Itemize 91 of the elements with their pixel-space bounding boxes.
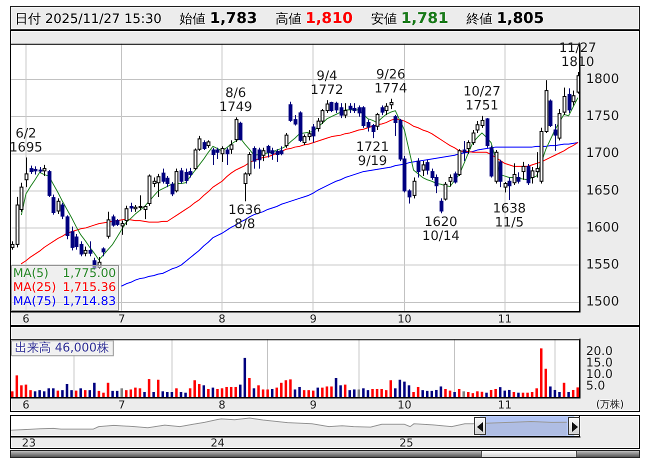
text: 始値 1,783	[180, 9, 258, 27]
bar	[16, 375, 18, 398]
x-tick-label: 9	[310, 312, 317, 326]
y-tick-label: 10.0	[586, 367, 613, 382]
bar	[398, 380, 402, 398]
annotation: 9/26 1774	[374, 68, 408, 97]
bar	[257, 385, 260, 398]
y-axis-title: (万株)	[596, 398, 624, 411]
annotation: 8/6 1749	[219, 86, 252, 116]
bar	[544, 368, 548, 398]
annotation: 1638 11/5	[492, 202, 526, 231]
bar	[498, 387, 502, 398]
annotation: 1636 8/8	[228, 203, 262, 232]
bar	[198, 384, 200, 398]
y-tick-label: 20.0	[586, 344, 613, 358]
bar	[562, 382, 566, 398]
bar	[294, 389, 296, 398]
x-tick-label: 6	[22, 398, 30, 412]
x-tick-label: 24	[210, 436, 225, 450]
bar	[93, 382, 96, 398]
bar	[234, 386, 237, 398]
annotation: 9/4 1772	[310, 69, 344, 98]
bar	[230, 386, 232, 398]
bar	[334, 378, 338, 398]
series-label: MA(25) 1,715.36	[13, 280, 116, 294]
bar	[330, 386, 333, 398]
x-tick-label: 8	[218, 312, 226, 326]
bar	[390, 380, 392, 398]
bar	[416, 386, 420, 398]
x-tick-label: 7	[118, 398, 126, 412]
x-tick-label: 7	[118, 312, 126, 326]
x-tick-label: 6	[22, 312, 30, 326]
y-tick-label: 1800	[586, 72, 620, 87]
bar	[202, 385, 206, 398]
bar	[239, 384, 242, 398]
series-label: MA(5) 1,775.00	[13, 266, 116, 280]
bar	[549, 386, 552, 398]
bar	[156, 380, 160, 398]
y-tick-label: 5.0	[586, 378, 606, 393]
bar	[244, 358, 246, 398]
bar	[225, 386, 228, 398]
y-tick-label: 1750	[586, 108, 620, 124]
bar	[576, 387, 579, 398]
bar	[20, 385, 23, 398]
x-tick-label: 23	[22, 436, 36, 450]
bar	[284, 380, 288, 398]
bar	[134, 388, 137, 398]
x-tick-label: 11	[498, 312, 512, 326]
y-tick-label: 15.0	[586, 356, 613, 370]
x-tick-label: 9	[310, 398, 317, 412]
bar	[408, 385, 410, 398]
bar	[106, 382, 110, 398]
text: 終値 1,805	[466, 9, 544, 27]
annotation: 10/27 1751	[463, 84, 501, 114]
bar	[522, 392, 524, 398]
text: 日付 2025/11/27 15:30	[15, 12, 162, 27]
bar	[339, 385, 342, 398]
x-tick-label: 10	[397, 398, 412, 412]
bar	[540, 348, 542, 398]
y-tick-label: 1600	[586, 220, 620, 236]
y-tick-label: 1550	[586, 258, 620, 273]
y-tick-label: 1500	[586, 294, 620, 310]
bar	[298, 386, 301, 398]
bar	[276, 388, 278, 398]
bar	[440, 386, 442, 398]
x-tick-label: 8	[218, 398, 226, 412]
annotation: 出来高 46,000株	[15, 340, 109, 354]
x-tick-label: 25	[399, 436, 414, 450]
bar	[289, 379, 292, 398]
bar	[344, 384, 346, 398]
bar	[403, 382, 406, 398]
annotation: 1721 9/19	[356, 140, 390, 170]
bar	[280, 382, 283, 398]
x-tick-label: 11	[498, 398, 512, 412]
bar	[248, 378, 251, 398]
bar	[316, 388, 320, 398]
text: 安値 1,781	[370, 9, 448, 27]
bar	[321, 388, 324, 398]
series-label: MA(75) 1,714.83	[13, 294, 116, 308]
bar	[148, 379, 150, 398]
bar	[24, 384, 28, 398]
bar	[193, 380, 196, 398]
annotation: 1620 10/14	[422, 215, 460, 244]
y-tick-label: 1700	[586, 146, 620, 162]
text: 高値 1,810	[275, 9, 353, 27]
bar	[326, 386, 328, 398]
x-tick-label: 10	[397, 312, 412, 326]
bar	[212, 388, 214, 398]
bar	[66, 384, 68, 398]
y-tick-label: 1650	[586, 183, 620, 198]
bar	[180, 392, 182, 398]
